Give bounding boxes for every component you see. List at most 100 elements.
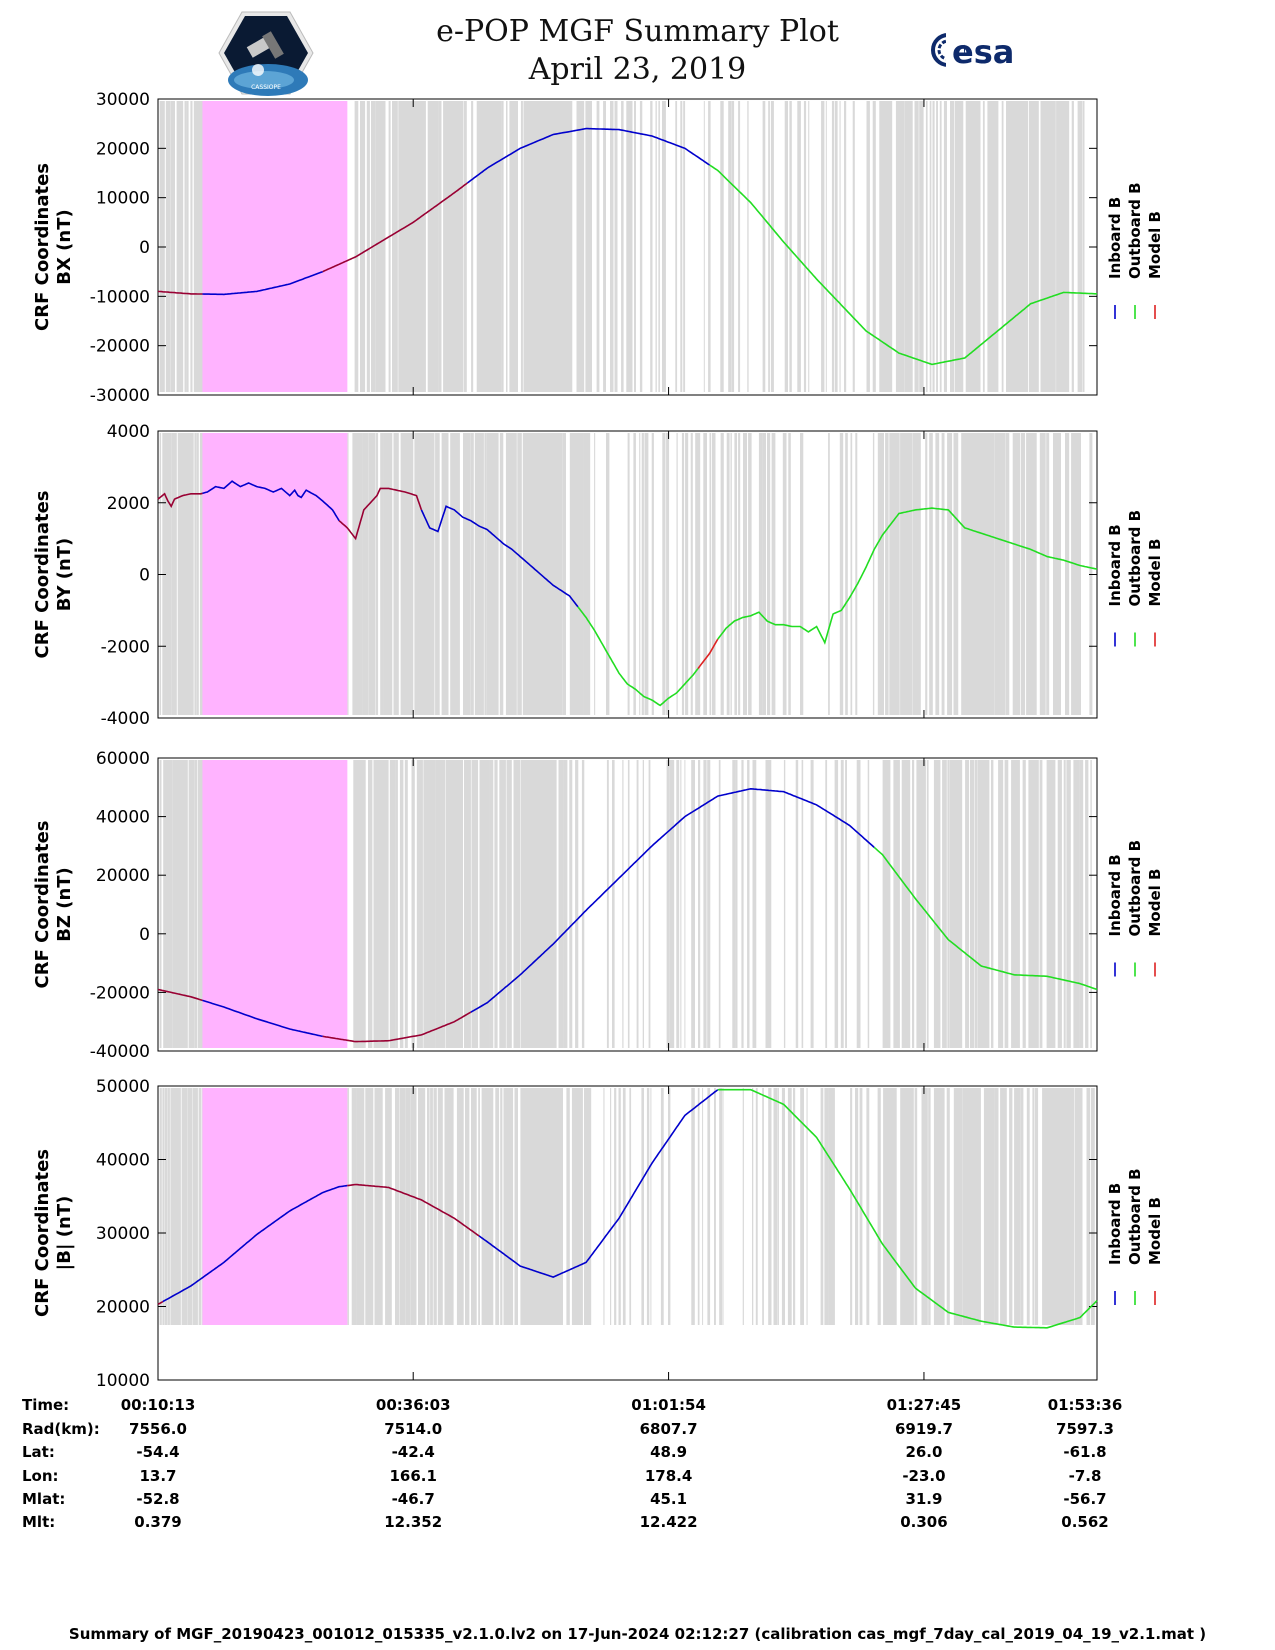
gap-bar — [441, 433, 449, 715]
y-axis-label-line2: BY (nT) — [54, 538, 75, 612]
gap-bar — [423, 760, 431, 1048]
gap-bar — [603, 101, 606, 392]
y-axis-label-line1: CRF Coordinates — [32, 821, 53, 989]
magenta-region — [202, 760, 348, 1048]
series-line-segment — [157, 988, 203, 1002]
gap-bar — [444, 1088, 451, 1325]
gap-bar — [795, 760, 799, 1048]
gap-bar — [574, 1088, 581, 1325]
ephemeris-row-label: Rad(km): — [22, 1420, 100, 1438]
gap-bar — [1011, 101, 1019, 392]
gap-bar — [800, 433, 804, 715]
gap-bar — [1016, 101, 1022, 392]
gap-bar — [825, 760, 828, 1048]
gap-bar — [622, 1088, 626, 1325]
gap-bar — [1079, 1088, 1082, 1325]
gap-bar — [943, 101, 947, 392]
ephemeris-row-label: Lat: — [22, 1443, 55, 1461]
gap-bar — [708, 101, 711, 392]
gap-bar — [709, 433, 711, 715]
gap-bar — [495, 101, 502, 392]
gap-bar — [1004, 1088, 1007, 1325]
gap-bar — [982, 101, 985, 392]
legend-label: Model B — [1146, 1197, 1164, 1265]
gap-bar — [398, 101, 406, 392]
gap-bar — [698, 760, 701, 1048]
gap-bar — [977, 760, 982, 1048]
ephemeris-row-label: Mlt: — [22, 1513, 55, 1531]
gap-bar — [420, 1088, 423, 1325]
gap-bar — [697, 433, 701, 715]
gap-bar — [404, 760, 408, 1048]
gap-bar — [1004, 760, 1009, 1048]
gap-bar — [1082, 101, 1085, 392]
gap-bar — [1063, 760, 1066, 1048]
ephemeris-value: 00:10:13 — [121, 1396, 196, 1414]
ephemeris-value: -7.8 — [1069, 1467, 1102, 1485]
gap-bar — [464, 760, 471, 1048]
gap-bar — [747, 760, 750, 1048]
gap-bar — [470, 433, 474, 715]
gap-bar — [437, 1088, 443, 1325]
ephemeris-value: 45.1 — [650, 1490, 687, 1508]
ephemeris-value: -56.7 — [1063, 1490, 1106, 1508]
gap-bar — [998, 760, 1004, 1048]
ephemeris-value: 7514.0 — [384, 1420, 442, 1438]
gap-bar — [711, 433, 716, 715]
gap-bar — [695, 433, 699, 715]
gap-bar — [1061, 101, 1068, 392]
series-line-segment — [577, 606, 699, 707]
series-line-segment — [873, 846, 1098, 991]
gap-bar — [741, 760, 744, 1048]
gap-bar — [1052, 101, 1056, 392]
y-tick-label: 40000 — [96, 1151, 150, 1171]
gap-bar — [633, 433, 636, 715]
series-line-segment — [202, 270, 323, 296]
gap-bar — [957, 1088, 963, 1325]
gap-bar — [1039, 760, 1043, 1048]
gap-bar — [172, 1088, 176, 1325]
gap-bar — [803, 101, 807, 392]
gap-bar — [408, 433, 414, 715]
gap-bar — [850, 433, 853, 715]
gap-bar — [965, 760, 970, 1048]
gap-bar — [806, 1088, 808, 1325]
gap-bar — [941, 433, 945, 715]
gap-bar — [1001, 101, 1004, 392]
gap-bar — [1022, 760, 1026, 1048]
gap-bar — [1014, 1088, 1021, 1325]
gap-bar — [789, 101, 792, 392]
gap-bar — [445, 101, 453, 392]
gap-bar — [820, 1088, 824, 1325]
gap-bar — [185, 760, 188, 1048]
gap-bar — [672, 760, 675, 1048]
gap-bar — [995, 433, 1002, 715]
gap-bar — [596, 101, 600, 392]
gap-bar — [356, 760, 362, 1048]
gap-bar — [520, 101, 523, 392]
y-axis-label-line1: CRF Coordinates — [32, 163, 53, 331]
gap-bar — [954, 760, 962, 1048]
gap-bar — [629, 1088, 632, 1325]
gap-bar — [662, 433, 666, 715]
gap-bar — [360, 760, 366, 1048]
gap-bar — [174, 433, 177, 715]
gap-bar — [478, 1088, 480, 1325]
gap-bar — [179, 760, 184, 1048]
gap-bar — [1035, 760, 1039, 1048]
gap-bar — [808, 101, 810, 392]
gap-bar — [919, 101, 924, 392]
gap-bar — [821, 101, 825, 392]
gap-bar — [1005, 433, 1010, 715]
gap-bar — [366, 101, 370, 392]
gap-bar — [980, 760, 986, 1048]
gap-bar — [380, 433, 384, 715]
gap-bar — [901, 760, 908, 1048]
gap-bar — [714, 1088, 716, 1325]
gap-bar — [368, 760, 371, 1048]
gap-bar — [936, 101, 938, 392]
gap-bar — [986, 433, 992, 715]
gap-bar — [702, 1088, 704, 1325]
legend-label: Outboard B — [1126, 510, 1144, 607]
gap-bar — [974, 760, 977, 1048]
